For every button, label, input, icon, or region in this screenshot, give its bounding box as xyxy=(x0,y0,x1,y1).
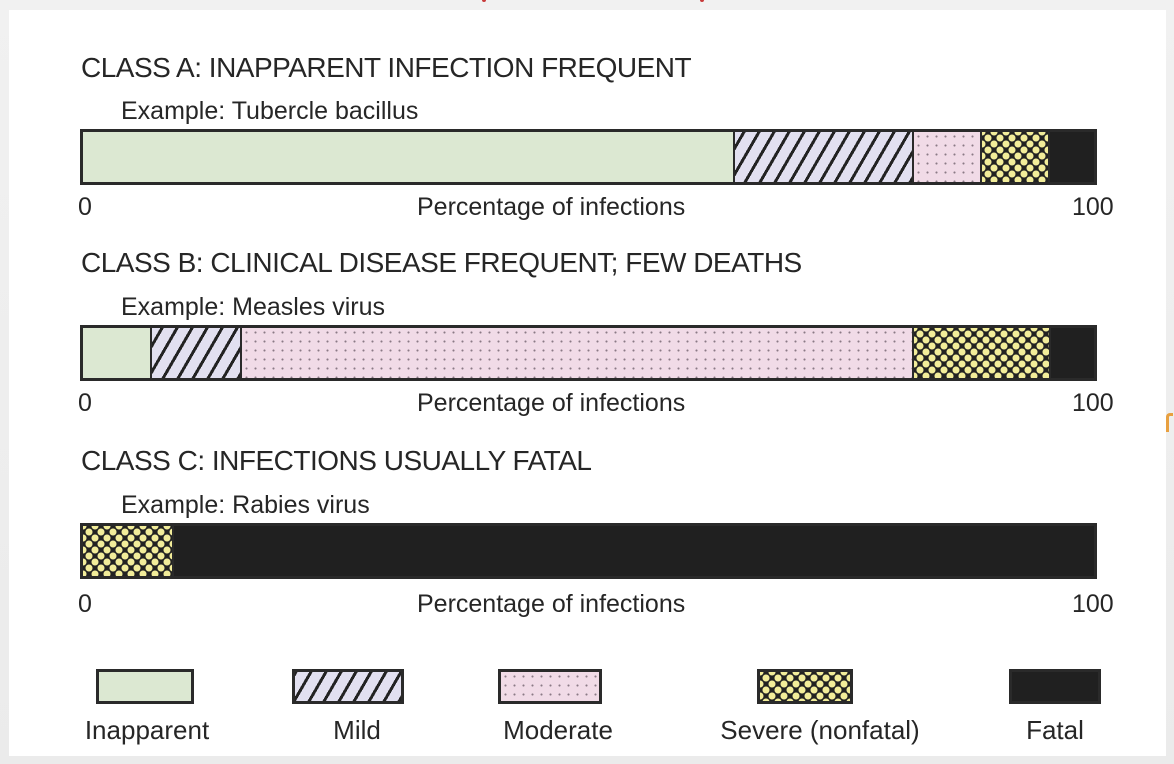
legend-swatch-severe xyxy=(757,669,853,704)
legend-swatch-inapparent xyxy=(96,669,194,704)
header-text-fragment xyxy=(700,0,704,2)
axis-zero: 0 xyxy=(78,389,92,417)
legend-label-fatal: Fatal xyxy=(1026,715,1084,745)
legend-label-mild: Mild xyxy=(333,715,381,745)
axis-hundred: 100 xyxy=(1072,389,1114,417)
axis-label: Percentage of infections xyxy=(417,193,686,221)
axis-hundred: 100 xyxy=(1072,590,1114,618)
class-b-example: Example: Measles virus xyxy=(121,293,385,321)
legend-label-moderate: Moderate xyxy=(503,715,613,745)
class-c-bar xyxy=(80,523,1097,579)
segment-inapparent xyxy=(83,132,736,182)
class-c-example: Example: Rabies virus xyxy=(121,491,370,519)
segment-fatal xyxy=(1050,328,1094,378)
legend-swatch-moderate xyxy=(498,669,602,704)
class-a-title: CLASS A: INAPPARENT INFECTION FREQUENT xyxy=(81,52,692,83)
segment-fatal xyxy=(173,526,1094,576)
legend-label-inapparent: Inapparent xyxy=(84,715,210,745)
axis-label: Percentage of infections xyxy=(417,389,686,417)
segment-mild xyxy=(151,328,242,378)
legend-label-severe: Severe (nonfatal) xyxy=(720,715,920,745)
segment-inapparent xyxy=(83,328,152,378)
axis-zero: 0 xyxy=(78,590,92,618)
side-annotation-mark xyxy=(1166,413,1173,432)
axis-hundred: 100 xyxy=(1072,193,1114,221)
class-b-title: CLASS B: CLINICAL DISEASE FREQUENT; FEW … xyxy=(81,247,802,278)
class-c-title: CLASS C: INFECTIONS USUALLY FATAL xyxy=(81,445,592,476)
segment-severe xyxy=(914,328,1051,378)
segment-fatal xyxy=(1049,132,1094,182)
segment-moderate xyxy=(241,328,915,378)
class-b-bar xyxy=(80,325,1097,381)
class-a-example: Example: Tubercle bacillus xyxy=(121,97,419,125)
axis-zero: 0 xyxy=(78,193,92,221)
segment-severe xyxy=(981,132,1050,182)
legend-swatch-mild xyxy=(292,669,404,704)
class-a-bar xyxy=(80,129,1097,185)
axis-label: Percentage of infections xyxy=(417,590,686,618)
legend-swatch-fatal xyxy=(1009,669,1101,704)
segment-severe xyxy=(83,526,174,576)
header-text-fragment xyxy=(482,0,486,2)
segment-mild xyxy=(735,132,915,182)
segment-moderate xyxy=(914,132,982,182)
